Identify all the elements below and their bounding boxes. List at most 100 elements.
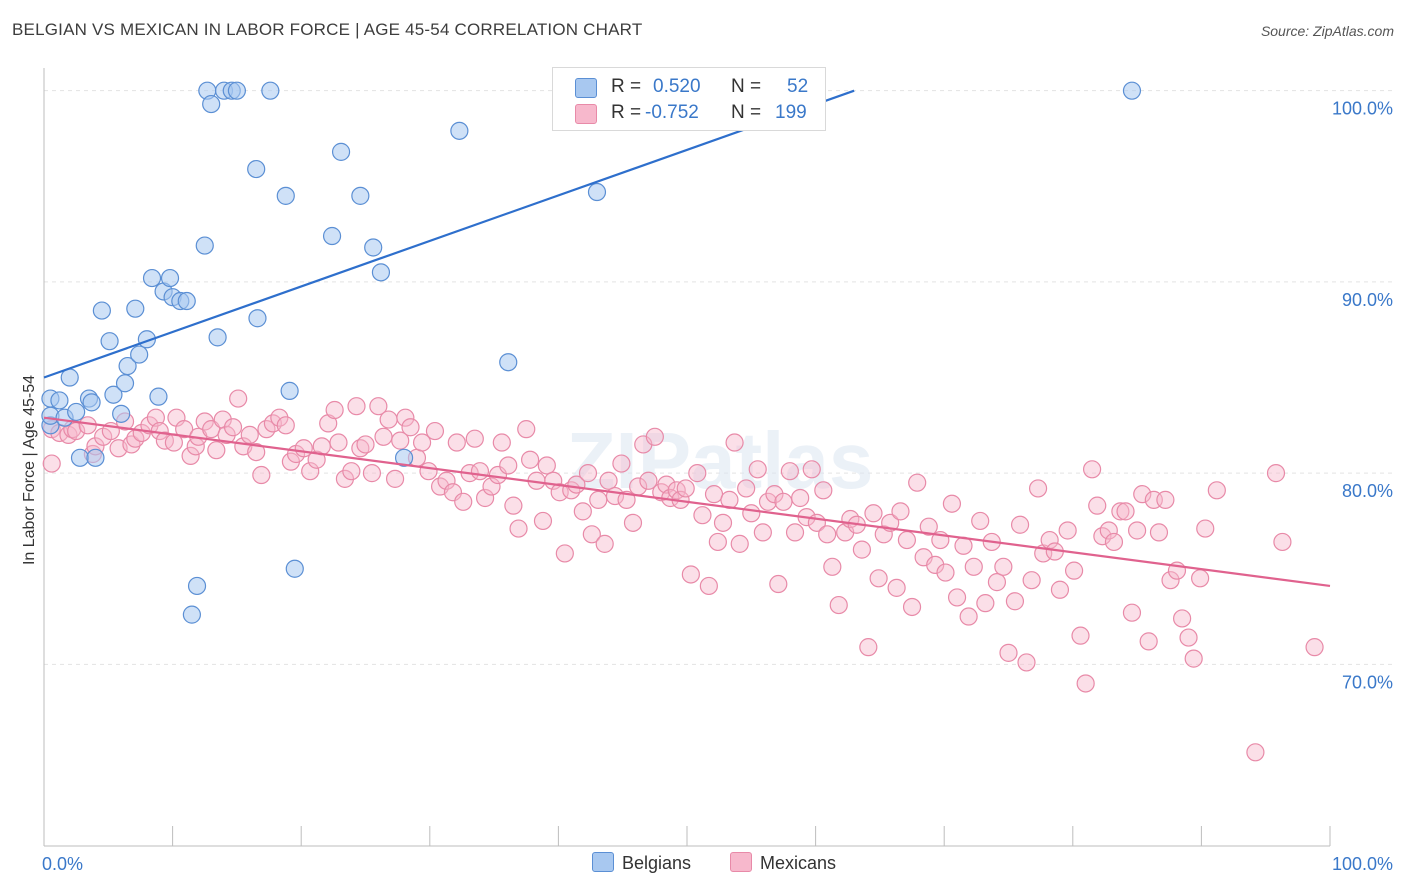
n-value: 52 — [787, 76, 809, 97]
mexican-point — [492, 433, 511, 452]
mexican-point — [748, 460, 767, 479]
mexican-point — [814, 481, 833, 500]
mexican-point — [1076, 674, 1095, 693]
belgian-point — [450, 121, 469, 140]
mexican-point — [1305, 638, 1324, 657]
belgian-point — [142, 268, 162, 288]
belgian-point — [331, 142, 351, 161]
mexican-point — [676, 479, 695, 498]
mexican-point — [1139, 632, 1158, 651]
belgian-point — [182, 605, 201, 624]
mexican-point — [465, 429, 484, 448]
mexican-point — [919, 517, 938, 536]
gridlines — [44, 90, 1392, 665]
mexican-point — [623, 513, 643, 532]
mexican-point — [447, 433, 466, 452]
mexican-point — [908, 473, 927, 492]
mexican-point — [1104, 532, 1124, 552]
y-axis-label: In Labor Force | Age 45-54 — [21, 374, 38, 566]
mexican-point — [499, 456, 518, 475]
mexican-point — [146, 408, 165, 427]
belgian-point — [50, 391, 69, 410]
belgian-point — [67, 402, 86, 422]
mexican-point — [1122, 603, 1142, 622]
mexican-point — [999, 643, 1018, 662]
belgian-point — [276, 186, 295, 205]
mexican-point — [1266, 464, 1286, 483]
belgian-point — [130, 345, 149, 364]
mexican-point — [1161, 571, 1180, 590]
belgian-point — [118, 356, 137, 376]
mexican-point — [1071, 626, 1090, 645]
mexican-point — [223, 418, 243, 437]
mexican-point — [247, 442, 266, 462]
mexican-point — [482, 477, 501, 496]
mexican-point — [688, 464, 707, 483]
mexican-point — [785, 523, 805, 542]
mexican-trend-line — [43, 416, 1331, 588]
mexican-point — [533, 511, 553, 531]
belgian-point — [247, 159, 266, 179]
mexican-point — [1005, 592, 1025, 611]
mexican-point — [1064, 561, 1084, 580]
mexican-point — [976, 594, 995, 613]
mexican-point — [1010, 515, 1030, 534]
mexican-point — [1099, 521, 1118, 540]
mexican-swatch — [575, 104, 597, 124]
mexican-point — [396, 408, 415, 427]
legend-item-mexicans: Mexicans — [730, 852, 836, 876]
mexican-point — [573, 502, 592, 521]
mexican-point — [240, 425, 259, 444]
n-value: 199 — [775, 102, 807, 123]
mexican-point — [1149, 523, 1169, 542]
belgian-point — [261, 81, 280, 100]
mexican-point — [229, 389, 248, 408]
belgian-point — [1122, 81, 1142, 100]
mexican-point — [425, 421, 445, 441]
trend-lines — [43, 89, 1331, 588]
mexican-point — [859, 638, 878, 657]
watermark: ZIPatlas — [567, 416, 874, 505]
mexican-point — [1196, 519, 1215, 538]
belgian-point — [202, 94, 221, 114]
mexican-point — [1022, 571, 1041, 590]
belgian-point — [112, 404, 131, 423]
mexican-point — [926, 555, 945, 575]
mexican-point — [379, 410, 398, 429]
mexican-point — [1179, 628, 1198, 647]
mexican-point — [1273, 532, 1292, 552]
mexican-point — [521, 450, 540, 469]
mexican-point — [730, 534, 749, 553]
mexican-point — [704, 485, 724, 504]
mexican-swatch — [730, 852, 752, 872]
mexican-point — [1133, 485, 1152, 504]
mexican-point — [1082, 460, 1102, 479]
mexican-point — [1028, 479, 1048, 498]
belgian-point — [160, 268, 180, 288]
belgian-point — [351, 186, 370, 205]
mexican-point — [942, 494, 962, 513]
belgian-point — [227, 81, 246, 100]
mexican-point — [699, 576, 718, 596]
r-label: R = — [611, 102, 642, 123]
belgian-point — [177, 291, 196, 311]
mexican-point — [1111, 502, 1130, 521]
mexican-point — [470, 462, 490, 481]
mexican-point — [753, 523, 772, 542]
source-label: Source: ZipAtlas.com — [1260, 23, 1394, 39]
n-label: N = — [731, 76, 762, 97]
r-label: R = — [611, 76, 642, 97]
mexican-point — [509, 519, 528, 538]
mexican-point — [780, 462, 799, 481]
mexican-point — [307, 450, 326, 469]
mexican-point — [504, 496, 523, 515]
mexican-point — [213, 410, 232, 429]
mexican-point — [347, 397, 366, 416]
belgian-point — [82, 393, 101, 412]
mexican-point — [887, 578, 906, 597]
mexican-point — [693, 506, 712, 525]
mexican-point — [437, 471, 456, 490]
mexican-point — [971, 511, 990, 531]
mexican-point — [276, 416, 295, 435]
mexican-point — [897, 530, 917, 550]
